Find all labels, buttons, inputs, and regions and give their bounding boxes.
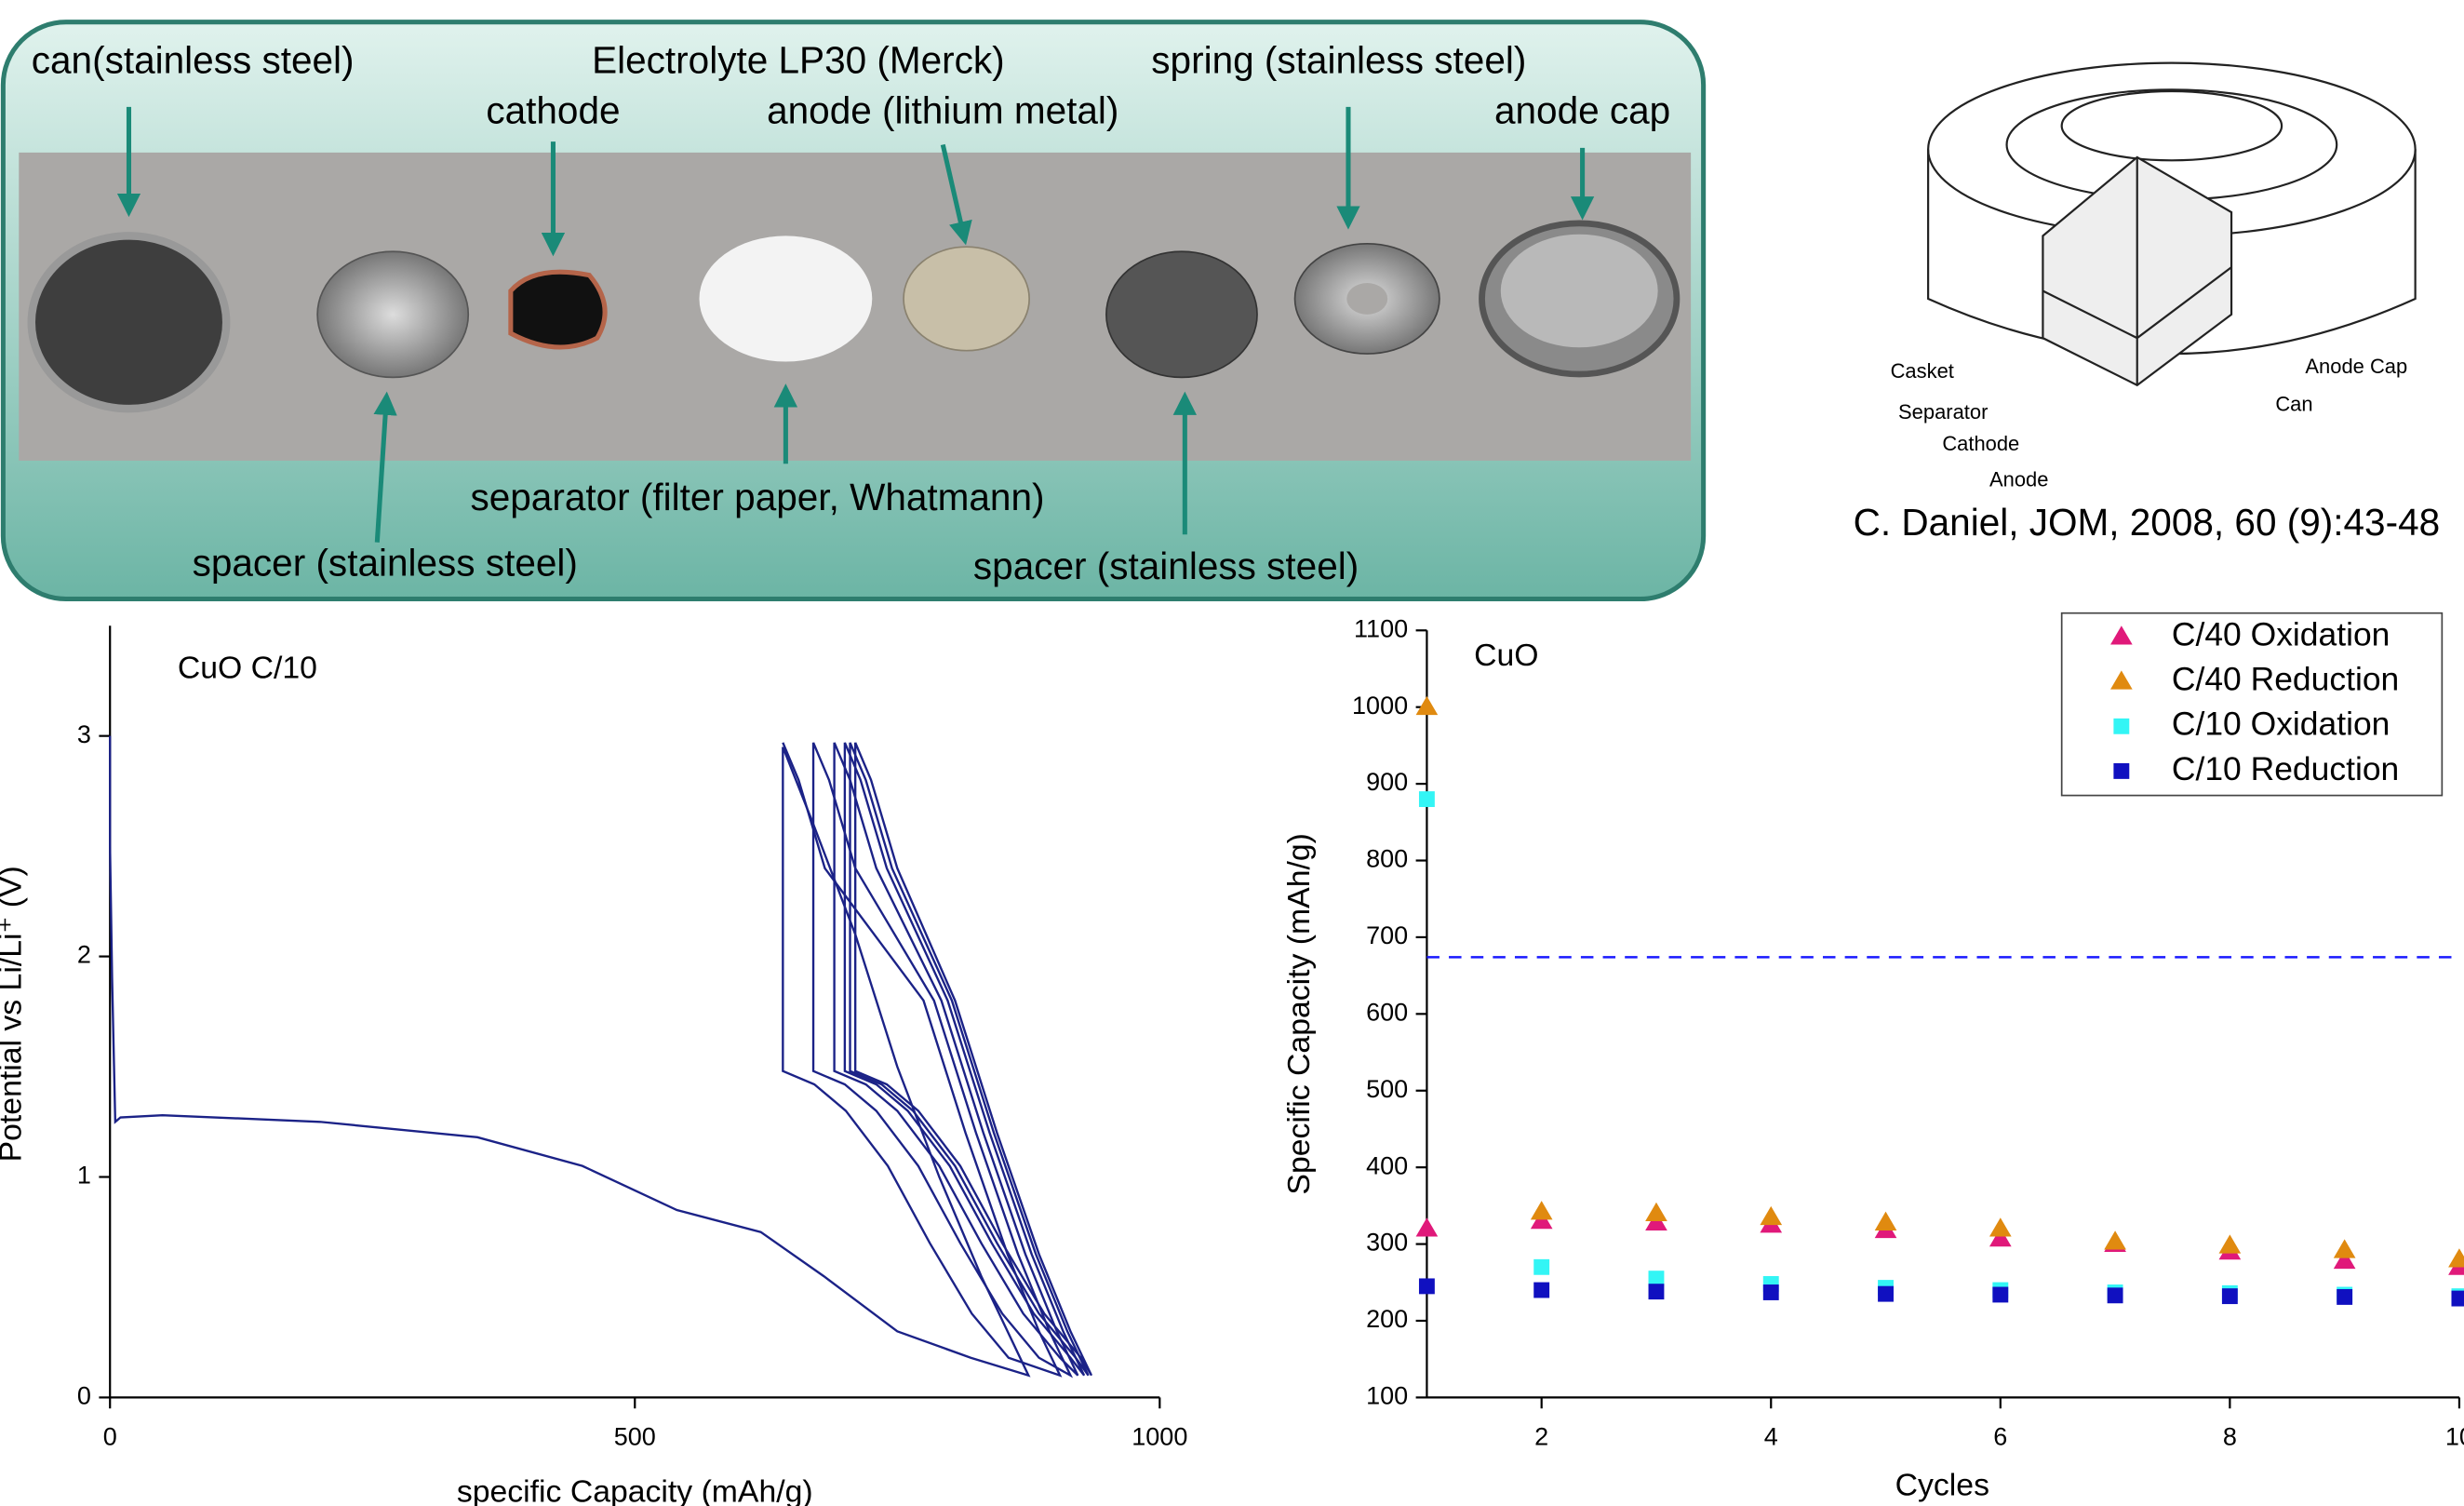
photo-label: anode cap (1494, 88, 1670, 131)
x-tick-label: 1000 (1132, 1422, 1187, 1450)
x-tick-label: 6 (1993, 1422, 2007, 1450)
legend-marker (2113, 719, 2129, 734)
marker (1992, 1287, 2008, 1303)
photo-label: cathode (486, 88, 620, 131)
marker (2448, 1248, 2464, 1267)
marker (2108, 1287, 2123, 1303)
diagram-label: Separator (1898, 400, 1988, 424)
y-tick-label: 800 (1366, 845, 1408, 873)
photo-label: spacer (stainless steel) (973, 545, 1359, 587)
y-tick-label: 100 (1366, 1382, 1408, 1410)
curve (855, 743, 1091, 1376)
y-axis-label: Specific Capacity (mAh/g) (1281, 833, 1317, 1194)
marker (1875, 1212, 1897, 1230)
diagram-label: Can (2275, 393, 2312, 416)
y-tick-label: 300 (1366, 1229, 1408, 1257)
y-tick-label: 1000 (1352, 692, 1408, 719)
y-tick-label: 700 (1366, 921, 1408, 949)
page: can(stainless steel) Electrolyte LP30 (Me… (0, 0, 2464, 1506)
axes (110, 625, 1159, 1397)
y-tick-label: 2 (77, 941, 91, 969)
y-tick-label: 200 (1366, 1305, 1408, 1333)
y-tick-label: 1 (77, 1162, 91, 1190)
photo-label: spacer (stainless steel) (193, 542, 578, 585)
legend-label: C/10 Reduction (2172, 750, 2399, 787)
y-tick-label: 400 (1366, 1151, 1408, 1179)
curve (850, 743, 1089, 1376)
slide: can(stainless steel) Electrolyte LP30 (Me… (0, 0, 2464, 1506)
marker (1878, 1286, 1894, 1302)
marker (1989, 1217, 2012, 1236)
y-tick-label: 1100 (1354, 614, 1408, 642)
marker (2451, 1291, 2464, 1307)
legend-marker (2113, 763, 2129, 779)
coin-cell-diagram (1928, 63, 2416, 385)
x-tick-label: 500 (614, 1422, 656, 1450)
y-tick-label: 600 (1366, 998, 1408, 1026)
marker (1760, 1206, 1782, 1225)
marker (1533, 1259, 1549, 1275)
diagram-label: Anode (1989, 468, 2048, 491)
y-tick-label: 500 (1366, 1075, 1408, 1103)
marker (1419, 791, 1435, 807)
x-axis-label: Cycles (1895, 1468, 1989, 1503)
marker (1416, 1217, 1439, 1236)
marker (1533, 1283, 1549, 1298)
y-tick-label: 0 (77, 1382, 91, 1410)
photo-label: anode (lithium metal) (767, 88, 1118, 131)
marker (1416, 696, 1439, 715)
marker (2334, 1239, 2356, 1257)
diagram-label: Anode Cap (2305, 355, 2407, 378)
x-tick-label: 2 (1534, 1422, 1548, 1450)
photo-label: can(stainless steel) (32, 38, 355, 81)
photo-label: spring (stainless steel) (1151, 38, 1526, 81)
marker (1645, 1203, 1667, 1221)
legend-label: C/40 Oxidation (2172, 615, 2390, 652)
x-tick-label: 8 (2223, 1422, 2237, 1450)
marker (2222, 1288, 2238, 1304)
annotation: CuO C/10 (178, 650, 317, 685)
y-axis-label: Potential vs Li/Li⁺ (V) (0, 866, 28, 1162)
marker (1531, 1201, 1553, 1219)
photo-label: Electrolyte LP30 (Merck) (592, 38, 1005, 81)
y-tick-label: 3 (77, 720, 91, 748)
x-tick-label: 4 (1764, 1422, 1778, 1450)
photo-label: separator (filter paper, Whatmann) (470, 476, 1044, 518)
marker (2337, 1289, 2352, 1305)
marker (1649, 1284, 1665, 1299)
y-tick-label: 900 (1366, 768, 1408, 796)
marker (2219, 1234, 2242, 1253)
x-tick-label: 0 (103, 1422, 117, 1450)
legend-label: C/10 Oxidation (2172, 706, 2390, 743)
curve (110, 736, 1028, 1376)
curve (845, 743, 1084, 1376)
marker (1419, 1278, 1435, 1294)
citation: C. Daniel, JOM, 2008, 60 (9):43-48 (1854, 501, 2441, 544)
diagram-label: Casket (1891, 359, 1954, 383)
x-axis-label: specific Capacity (mAh/g) (457, 1473, 813, 1506)
marker (1763, 1284, 1779, 1300)
legend-label: C/40 Reduction (2172, 661, 2399, 698)
x-tick-label: 10 (2445, 1422, 2464, 1450)
annotation: CuO (1474, 638, 1538, 673)
marker (2104, 1230, 2126, 1249)
diagram-label: Cathode (1942, 432, 2019, 455)
